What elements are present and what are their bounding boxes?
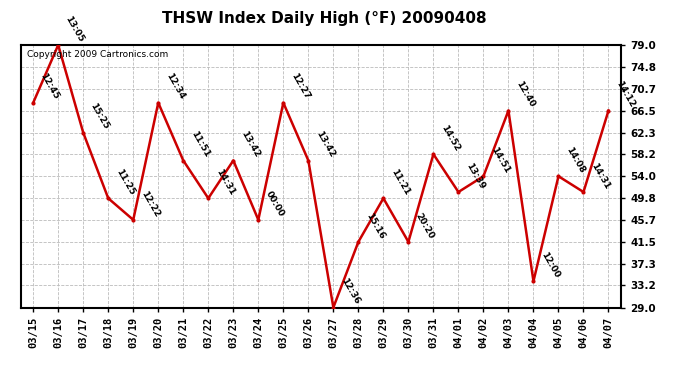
Text: 12:00: 12:00 [539,251,561,280]
Text: 11:21: 11:21 [389,168,411,197]
Text: 14:52: 14:52 [439,123,461,153]
Text: 14:12: 14:12 [614,80,636,109]
Text: 12:27: 12:27 [289,72,311,101]
Text: 11:25: 11:25 [114,168,136,197]
Text: 14:51: 14:51 [489,146,511,175]
Text: Copyright 2009 Cartronics.com: Copyright 2009 Cartronics.com [27,50,168,59]
Text: 14:08: 14:08 [564,146,586,175]
Text: 12:22: 12:22 [139,189,161,218]
Text: 00:00: 00:00 [264,190,286,218]
Text: 14:31: 14:31 [214,168,236,197]
Text: 13:42: 13:42 [239,130,261,159]
Text: 11:51: 11:51 [189,130,211,159]
Text: THSW Index Daily High (°F) 20090408: THSW Index Daily High (°F) 20090408 [162,11,486,26]
Text: 14:31: 14:31 [589,161,611,190]
Text: 12:36: 12:36 [339,277,361,306]
Text: 13:39: 13:39 [464,161,486,190]
Text: 12:34: 12:34 [164,72,186,101]
Text: 15:16: 15:16 [364,211,386,240]
Text: 12:45: 12:45 [39,72,61,101]
Text: 12:40: 12:40 [514,80,536,109]
Text: 20:20: 20:20 [414,211,436,240]
Text: 13:42: 13:42 [314,130,336,159]
Text: 15:25: 15:25 [89,102,111,131]
Text: 13:05: 13:05 [63,14,86,44]
